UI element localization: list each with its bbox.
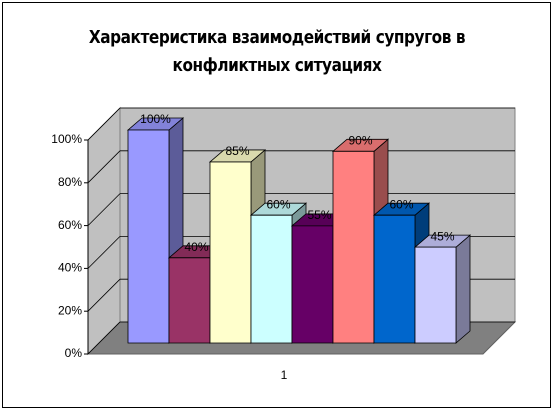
bar-front: [373, 214, 416, 344]
y-tick-label: 80%: [58, 175, 82, 189]
value-label: 55%: [307, 208, 331, 222]
value-label: 60%: [266, 197, 290, 211]
value-label: 40%: [184, 240, 208, 254]
bar-front: [209, 161, 252, 344]
value-label: 45%: [430, 229, 454, 243]
side-wall: [87, 106, 121, 356]
bar-front: [291, 225, 334, 344]
y-tick-label: 20%: [58, 303, 82, 317]
bar-front: [414, 246, 457, 344]
bar-front: [127, 129, 170, 344]
bar-front: [250, 214, 293, 344]
value-label: 60%: [389, 197, 413, 211]
chart-title: Характеристика взаимодействий супругов в: [89, 26, 465, 48]
value-label: 100%: [140, 112, 171, 126]
x-tick-label: 1: [281, 368, 288, 382]
bar-front: [168, 257, 211, 344]
bar-side: [455, 234, 471, 344]
value-label: 85%: [225, 144, 249, 158]
bar-front: [332, 150, 375, 344]
grid-line: [87, 236, 121, 269]
grid-line: [87, 107, 121, 141]
y-tick-label: 40%: [58, 261, 82, 275]
grid-line: [87, 278, 121, 312]
chart-subtitle: конфликтных ситуациях: [173, 54, 383, 76]
value-label: 90%: [348, 133, 372, 147]
grid-line: [87, 321, 121, 355]
grid-line: [87, 150, 121, 184]
bar: [413, 234, 472, 344]
y-tick-label: 60%: [58, 218, 82, 232]
grid-line: [87, 193, 121, 226]
y-tick-label: 100%: [51, 132, 82, 146]
y-tick-label: 0%: [65, 346, 83, 360]
